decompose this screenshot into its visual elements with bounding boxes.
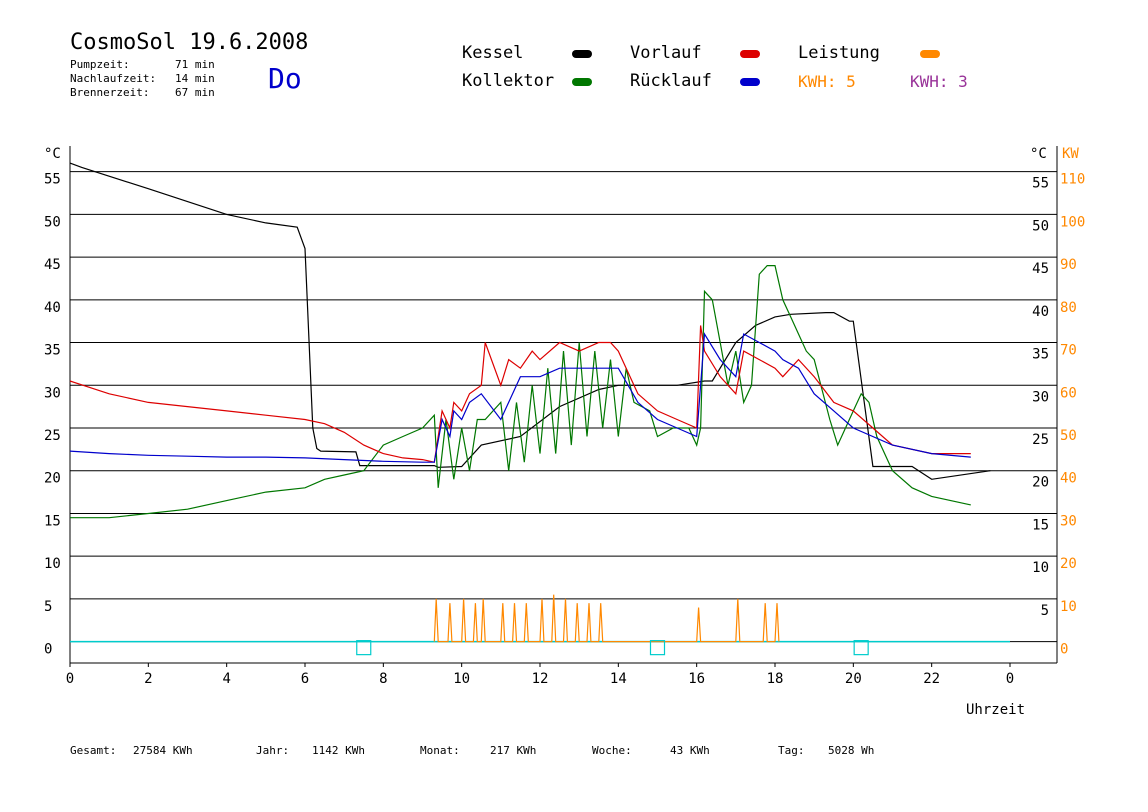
kollektor-line: [70, 265, 971, 519]
footer-monat-label: Monat:: [420, 744, 460, 757]
footer-gesamt-label: Gesamt:: [70, 744, 117, 757]
y-tick-label-left: 45: [44, 257, 61, 273]
grid-lines: [70, 171, 1057, 643]
kwh-total-1: KWH: 5: [798, 72, 856, 91]
axes: [69, 146, 1058, 667]
y-tick-label-left: 5: [44, 599, 52, 615]
y-tick-label-power: 0: [1060, 642, 1068, 658]
legend-kessel-label: Kessel: [462, 43, 524, 63]
y-tick-label-left: 50: [44, 214, 61, 230]
y-axis-unit-left: °C: [44, 146, 61, 162]
x-tick-label: 2: [144, 671, 152, 687]
tick-labels: 0510152025303540455055510152025303540455…: [44, 172, 1085, 687]
day-of-week: Do: [268, 62, 302, 95]
y-tick-label-left: 20: [44, 471, 61, 487]
legend-ruecklauf-label: Rücklauf: [630, 71, 712, 91]
y-tick-label-left: 35: [44, 343, 61, 359]
x-tick-label: 8: [379, 671, 387, 687]
footer-tag-label: Tag:: [778, 744, 805, 757]
chart-title: CosmoSol 19.6.2008: [70, 30, 309, 55]
stat-label-pumpzeit: Pumpzeit:: [70, 58, 130, 71]
legend-leistung-label: Leistung: [798, 43, 880, 63]
legend-kollektor-label: Kollektor: [462, 71, 555, 91]
x-tick-label: 12: [532, 671, 549, 687]
kwh-total-2: KWH: 3: [910, 72, 968, 91]
footer-gesamt-value: 27584 KWh: [133, 744, 193, 757]
legend-vorlauf-swatch: [740, 50, 760, 58]
event-marker: [853, 640, 869, 656]
x-tick-label: 20: [845, 671, 862, 687]
footer-monat-value: 217 KWh: [490, 744, 537, 757]
kessel-line: [69, 162, 991, 480]
stat-value-brennerzeit: 67 min: [175, 86, 215, 99]
x-tick-label: 18: [767, 671, 784, 687]
event-markers: [356, 640, 869, 656]
y-tick-label-right: 35: [1032, 347, 1049, 363]
y-tick-label-left: 30: [44, 385, 61, 401]
y-tick-label-left: 0: [44, 642, 52, 658]
y-tick-label-left: 55: [44, 172, 61, 188]
y-tick-label-right: 5: [1041, 603, 1049, 619]
y-tick-label-power: 80: [1060, 300, 1077, 316]
x-tick-label: 4: [222, 671, 230, 687]
y-tick-label-power: 50: [1060, 428, 1077, 444]
x-axis-label: Uhrzeit: [966, 702, 1025, 718]
x-tick-label: 0: [1006, 671, 1014, 687]
x-tick-label: 22: [923, 671, 940, 687]
y-tick-label-power: 90: [1060, 257, 1077, 273]
y-tick-label-right: 25: [1032, 432, 1049, 448]
x-tick-label: 0: [66, 671, 74, 687]
footer-jahr-label: Jahr:: [256, 744, 290, 757]
leistung-line: [433, 594, 780, 643]
x-tick-label: 14: [610, 671, 627, 687]
y-tick-label-right: 40: [1032, 304, 1049, 320]
y-tick-label-left: 15: [44, 513, 61, 529]
y-axis-unit-right: °C: [1030, 146, 1047, 162]
y-tick-label-left: 25: [44, 428, 61, 444]
legend-kollektor-swatch: [572, 78, 592, 86]
y-tick-label-power: 110: [1060, 172, 1085, 188]
y-tick-label-power: 60: [1060, 385, 1077, 401]
y-tick-label-left: 10: [44, 556, 61, 572]
legend-vorlauf-label: Vorlauf: [630, 43, 702, 63]
x-tick-label: 10: [453, 671, 470, 687]
legend-ruecklauf-swatch: [740, 78, 760, 86]
vorlauf-line: [69, 325, 971, 463]
y-tick-label-right: 10: [1032, 560, 1049, 576]
footer-woche-label: Woche:: [592, 744, 632, 757]
event-marker: [649, 640, 666, 656]
y-tick-label-right: 55: [1032, 176, 1049, 192]
ruecklauf-line: [69, 332, 971, 463]
footer-jahr-value: 1142 KWh: [312, 744, 365, 757]
y-tick-label-right: 20: [1032, 475, 1049, 491]
data-series: [69, 162, 1010, 643]
y-tick-label-power: 30: [1060, 513, 1077, 529]
y-tick-label-power: 20: [1060, 556, 1077, 572]
legend-kessel-swatch: [572, 50, 592, 58]
y-tick-label-right: 45: [1032, 261, 1049, 277]
y-tick-label-power: 10: [1060, 599, 1077, 615]
legend-leistung-swatch: [920, 50, 940, 58]
x-tick-label: 16: [688, 671, 705, 687]
stat-label-brennerzeit: Brennerzeit:: [70, 86, 150, 99]
footer-tag-value: 5028 Wh: [828, 744, 875, 757]
y-tick-label-power: 100: [1060, 214, 1085, 230]
event-marker: [356, 640, 372, 656]
y-axis-unit-power: KW: [1062, 146, 1079, 162]
y-tick-label-left: 40: [44, 300, 61, 316]
y-tick-label-right: 50: [1032, 218, 1049, 234]
y-tick-label-power: 40: [1060, 471, 1077, 487]
y-tick-label-power: 70: [1060, 343, 1077, 359]
stat-label-nachlaufzeit: Nachlaufzeit:: [70, 72, 157, 85]
y-tick-label-right: 15: [1032, 517, 1049, 533]
footer-woche-value: 43 KWh: [670, 744, 710, 757]
y-tick-label-right: 30: [1032, 389, 1049, 405]
stat-value-pumpzeit: 71 min: [175, 58, 215, 71]
x-tick-label: 6: [301, 671, 309, 687]
stat-value-nachlaufzeit: 14 min: [175, 72, 215, 85]
